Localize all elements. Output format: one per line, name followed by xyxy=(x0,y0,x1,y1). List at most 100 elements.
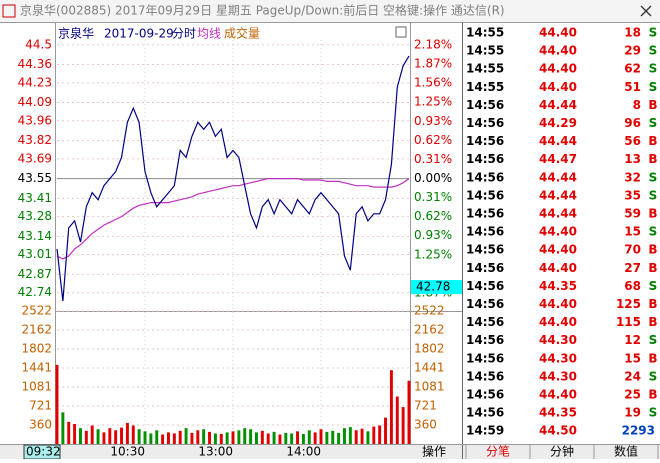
volume-bar xyxy=(219,433,223,444)
trade-time: 14:56 xyxy=(466,261,504,275)
trade-side: S xyxy=(649,333,658,347)
trade-volume: 27 xyxy=(624,261,641,275)
y-tick-label: 43.01 xyxy=(18,247,52,261)
volume-bar xyxy=(278,434,282,444)
volume-tick-label: 360 xyxy=(29,418,52,432)
volume-bar xyxy=(337,432,341,444)
volume-bar xyxy=(372,426,376,444)
y-tick-label: 43.41 xyxy=(18,191,52,205)
trade-side: B xyxy=(648,207,657,221)
trade-price: 44.35 xyxy=(539,406,577,420)
trade-time: 14:56 xyxy=(466,369,504,383)
volume-bar xyxy=(266,433,270,444)
trade-side: S xyxy=(649,369,658,383)
trade-time: 14:55 xyxy=(466,62,504,76)
y2-tick-label: 0.62% xyxy=(414,209,452,223)
price-line xyxy=(56,178,410,260)
trade-side: B xyxy=(648,297,657,311)
volume-bar xyxy=(284,432,288,444)
volume-bar xyxy=(255,432,258,444)
trade-price: 44.40 xyxy=(539,315,577,329)
trade-volume: 8 xyxy=(633,98,641,112)
volume-bar xyxy=(67,421,71,444)
trade-volume: 35 xyxy=(624,188,641,202)
volume-bar xyxy=(137,429,141,444)
title-bar xyxy=(0,0,660,22)
trade-price: 44.50 xyxy=(539,424,577,438)
trade-volume: 68 xyxy=(624,279,641,293)
close-button[interactable] xyxy=(640,5,652,17)
trade-time: 14:56 xyxy=(466,98,504,112)
expand-button[interactable] xyxy=(395,26,407,38)
volume-bar xyxy=(378,425,382,444)
trade-price: 44.40 xyxy=(539,297,577,311)
volume-tick-label: 721 xyxy=(414,398,437,412)
trade-volume: 2293 xyxy=(622,424,655,438)
trade-price: 44.35 xyxy=(539,279,577,293)
trade-side: S xyxy=(649,406,658,420)
volume-bar xyxy=(172,433,176,444)
trade-side: B xyxy=(648,134,657,148)
volume-tick-label: 1441 xyxy=(21,361,52,375)
tab[interactable]: 数值 xyxy=(614,444,638,459)
trade-time: 14:55 xyxy=(466,44,504,58)
volume-bar xyxy=(213,433,217,444)
window-title: 京泉华(002885) 2017年09月29日 星期五 PageUp/Down:… xyxy=(20,3,505,18)
y-tick-label: 44.5 xyxy=(25,37,52,51)
volume-bar xyxy=(55,364,59,444)
trade-volume: 51 xyxy=(624,80,641,94)
volume-bar xyxy=(102,432,106,444)
y2-tick-label: 0.00% xyxy=(414,171,452,185)
volume-bar xyxy=(313,432,317,444)
volume-tick-label: 1081 xyxy=(414,379,445,393)
volume-bar xyxy=(202,429,206,444)
trade-price: 44.40 xyxy=(539,388,577,402)
trade-time: 14:59 xyxy=(466,424,504,438)
volume-bar xyxy=(155,430,159,444)
volume-bar xyxy=(125,422,129,444)
volume-bar xyxy=(90,425,94,444)
y2-tick-label: 1.56% xyxy=(414,76,452,90)
y-tick-label: 42.87 xyxy=(18,267,52,281)
trade-price: 44.40 xyxy=(539,261,577,275)
trade-side: S xyxy=(649,225,658,239)
y-tick-label: 42.74 xyxy=(18,285,52,299)
y-tick-label: 43.55 xyxy=(18,171,52,185)
volume-bar xyxy=(196,430,200,444)
cursor-time: 09:32 xyxy=(26,445,61,459)
trade-price: 44.40 xyxy=(539,26,577,40)
y2-tick-label: 0.93% xyxy=(414,114,452,128)
volume-bar xyxy=(167,432,170,444)
trade-volume: 125 xyxy=(616,297,641,311)
y-tick-label: 44.23 xyxy=(18,75,52,89)
trade-side: S xyxy=(649,62,658,76)
volume-bar xyxy=(343,428,346,444)
volume-tick-label: 1802 xyxy=(21,341,52,355)
volume-bar xyxy=(131,425,135,444)
trade-side: B xyxy=(648,243,657,257)
trade-price: 44.40 xyxy=(539,243,577,257)
volume-bar xyxy=(319,429,323,444)
tab[interactable]: 操作 xyxy=(422,444,446,459)
volume-bar xyxy=(307,430,311,444)
volume-bar xyxy=(366,431,370,444)
volume-tick-label: 2162 xyxy=(414,322,445,336)
trade-volume: 59 xyxy=(624,207,641,221)
trade-time: 14:56 xyxy=(466,297,504,311)
volume-bar xyxy=(184,428,188,444)
tab[interactable]: 分钟 xyxy=(550,444,574,459)
trade-price: 44.40 xyxy=(539,80,577,94)
app-icon xyxy=(2,4,16,18)
volume-bar xyxy=(395,396,399,444)
y2-tick-label: 1.25% xyxy=(414,248,452,262)
volume-bar xyxy=(348,427,352,444)
volume-bar xyxy=(325,431,329,444)
volume-bar xyxy=(161,434,165,444)
trade-volume: 25 xyxy=(624,388,641,402)
trade-time: 14:56 xyxy=(466,188,504,202)
tab[interactable]: 分笔 xyxy=(486,444,510,459)
volume-bar xyxy=(143,431,147,444)
trade-time: 14:55 xyxy=(466,26,504,40)
trade-price: 44.44 xyxy=(539,170,577,184)
volume-bar xyxy=(120,427,123,444)
